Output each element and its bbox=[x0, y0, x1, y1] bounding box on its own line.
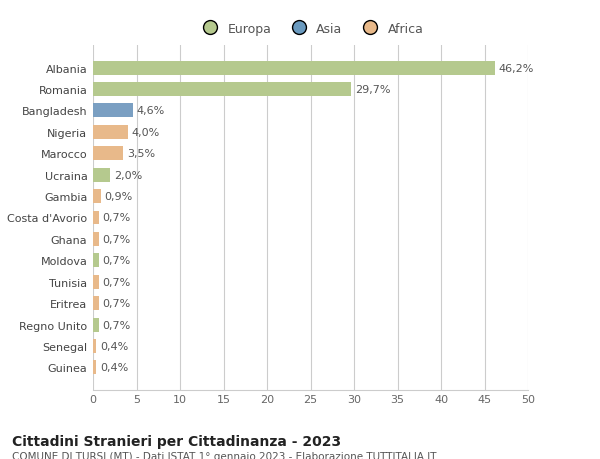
Text: 29,7%: 29,7% bbox=[355, 85, 391, 95]
Text: 0,7%: 0,7% bbox=[103, 213, 131, 223]
Bar bbox=[93, 168, 110, 182]
Text: 4,0%: 4,0% bbox=[131, 128, 160, 138]
Text: 0,7%: 0,7% bbox=[103, 277, 131, 287]
Bar bbox=[93, 126, 128, 140]
Bar bbox=[93, 318, 99, 332]
Bar bbox=[93, 211, 99, 225]
Bar bbox=[93, 361, 97, 375]
Bar bbox=[93, 232, 99, 246]
Bar bbox=[93, 339, 97, 353]
Text: Cittadini Stranieri per Cittadinanza - 2023: Cittadini Stranieri per Cittadinanza - 2… bbox=[12, 434, 341, 448]
Text: 0,7%: 0,7% bbox=[103, 298, 131, 308]
Bar bbox=[93, 275, 99, 289]
Bar bbox=[93, 297, 99, 310]
Bar bbox=[93, 104, 133, 118]
Text: 46,2%: 46,2% bbox=[499, 63, 534, 73]
Text: 0,9%: 0,9% bbox=[104, 192, 133, 202]
Text: 0,7%: 0,7% bbox=[103, 320, 131, 330]
Text: 3,5%: 3,5% bbox=[127, 149, 155, 159]
Text: 4,6%: 4,6% bbox=[137, 106, 165, 116]
Text: COMUNE DI TURSI (MT) - Dati ISTAT 1° gennaio 2023 - Elaborazione TUTTITALIA.IT: COMUNE DI TURSI (MT) - Dati ISTAT 1° gen… bbox=[12, 451, 437, 459]
Text: 0,7%: 0,7% bbox=[103, 256, 131, 266]
Bar bbox=[93, 190, 101, 204]
Text: 0,7%: 0,7% bbox=[103, 235, 131, 244]
Bar bbox=[93, 83, 352, 97]
Text: 0,4%: 0,4% bbox=[100, 363, 128, 373]
Legend: Europa, Asia, Africa: Europa, Asia, Africa bbox=[193, 18, 428, 41]
Bar bbox=[93, 254, 99, 268]
Text: 2,0%: 2,0% bbox=[114, 170, 142, 180]
Bar bbox=[93, 62, 495, 75]
Text: 0,4%: 0,4% bbox=[100, 341, 128, 351]
Bar bbox=[93, 147, 124, 161]
